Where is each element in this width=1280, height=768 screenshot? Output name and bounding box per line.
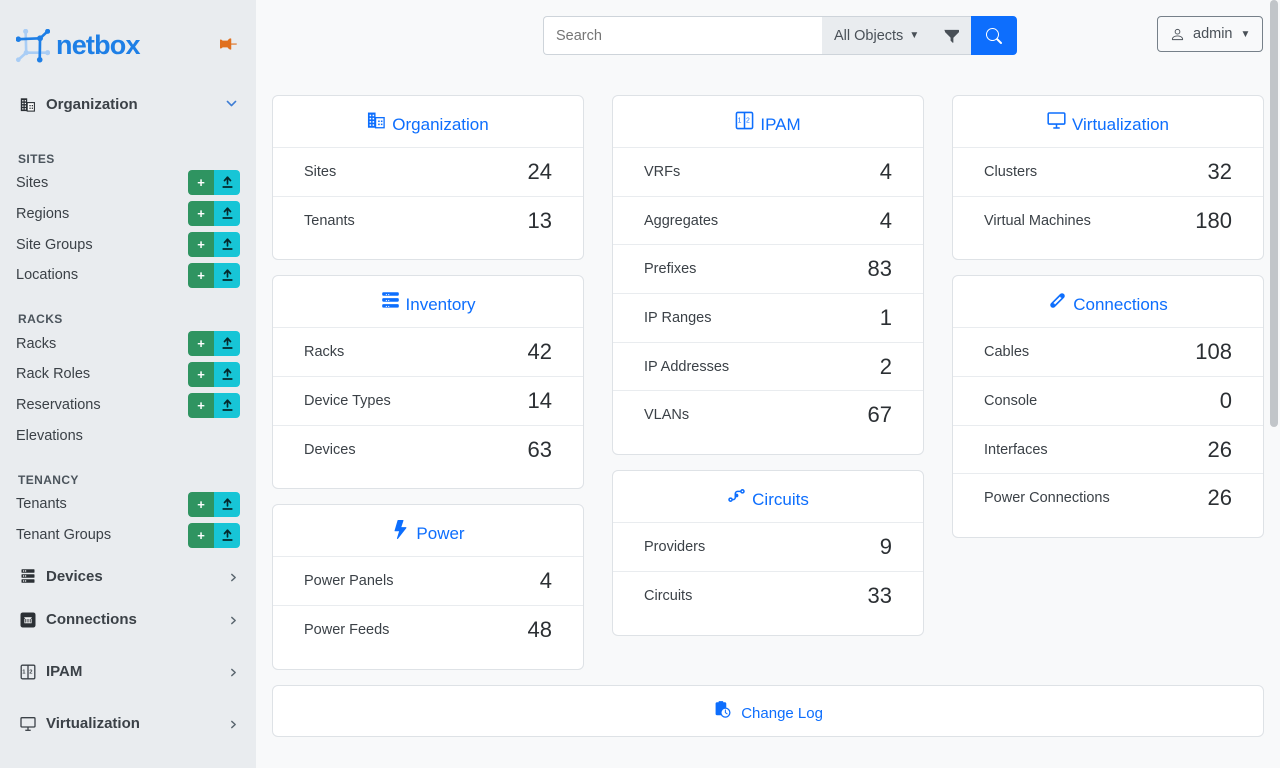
svg-text:1: 1 (22, 669, 26, 675)
svg-text:2: 2 (29, 669, 32, 675)
svg-text:2: 2 (746, 117, 750, 124)
svg-text:1: 1 (738, 117, 742, 124)
